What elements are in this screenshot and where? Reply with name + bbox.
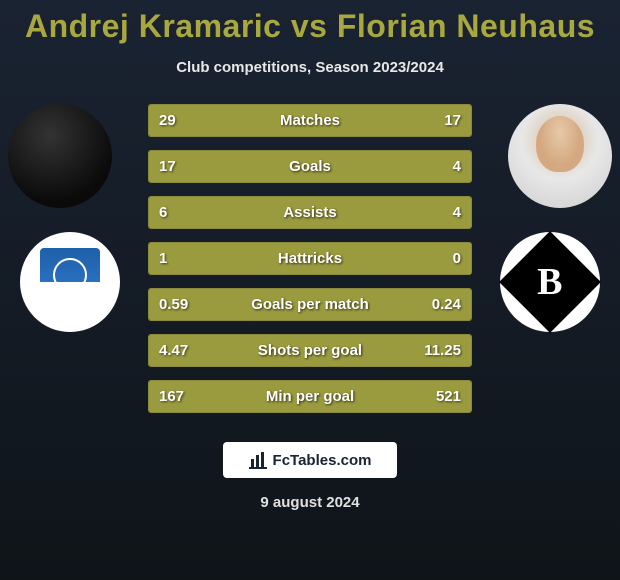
stat-row: 2917Matches [148, 104, 472, 137]
comparison-chart: B 2917Matches 174Goals 64Assists 10Hattrick… [0, 104, 620, 424]
player-right-avatar [508, 104, 612, 208]
stat-row: 4.4711.25Shots per goal [148, 334, 472, 367]
stat-label: Hattricks [149, 250, 471, 267]
stat-row: 0.590.24Goals per match [148, 288, 472, 321]
stat-bars: 2917Matches 174Goals 64Assists 10Hattricks 0… [148, 104, 472, 413]
stat-row: 10Hattricks [148, 242, 472, 275]
stat-label: Goals per match [149, 296, 471, 313]
stat-label: Shots per goal [149, 342, 471, 359]
club-left-logo [20, 232, 120, 332]
chart-icon [249, 451, 267, 469]
stat-row: 64Assists [148, 196, 472, 229]
stat-label: Matches [149, 112, 471, 129]
player-left-avatar [8, 104, 112, 208]
subtitle: Club competitions, Season 2023/2024 [0, 59, 620, 76]
stat-row: 167521Min per goal [148, 380, 472, 413]
date-label: 9 august 2024 [0, 494, 620, 511]
brand-text: FcTables.com [273, 452, 372, 469]
stat-label: Assists [149, 204, 471, 221]
stat-label: Goals [149, 158, 471, 175]
club-right-logo: B [500, 232, 600, 332]
brand-logo: FcTables.com [223, 442, 397, 478]
stat-label: Min per goal [149, 388, 471, 405]
stat-row: 174Goals [148, 150, 472, 183]
page-title: Andrej Kramaric vs Florian Neuhaus [0, 0, 620, 45]
